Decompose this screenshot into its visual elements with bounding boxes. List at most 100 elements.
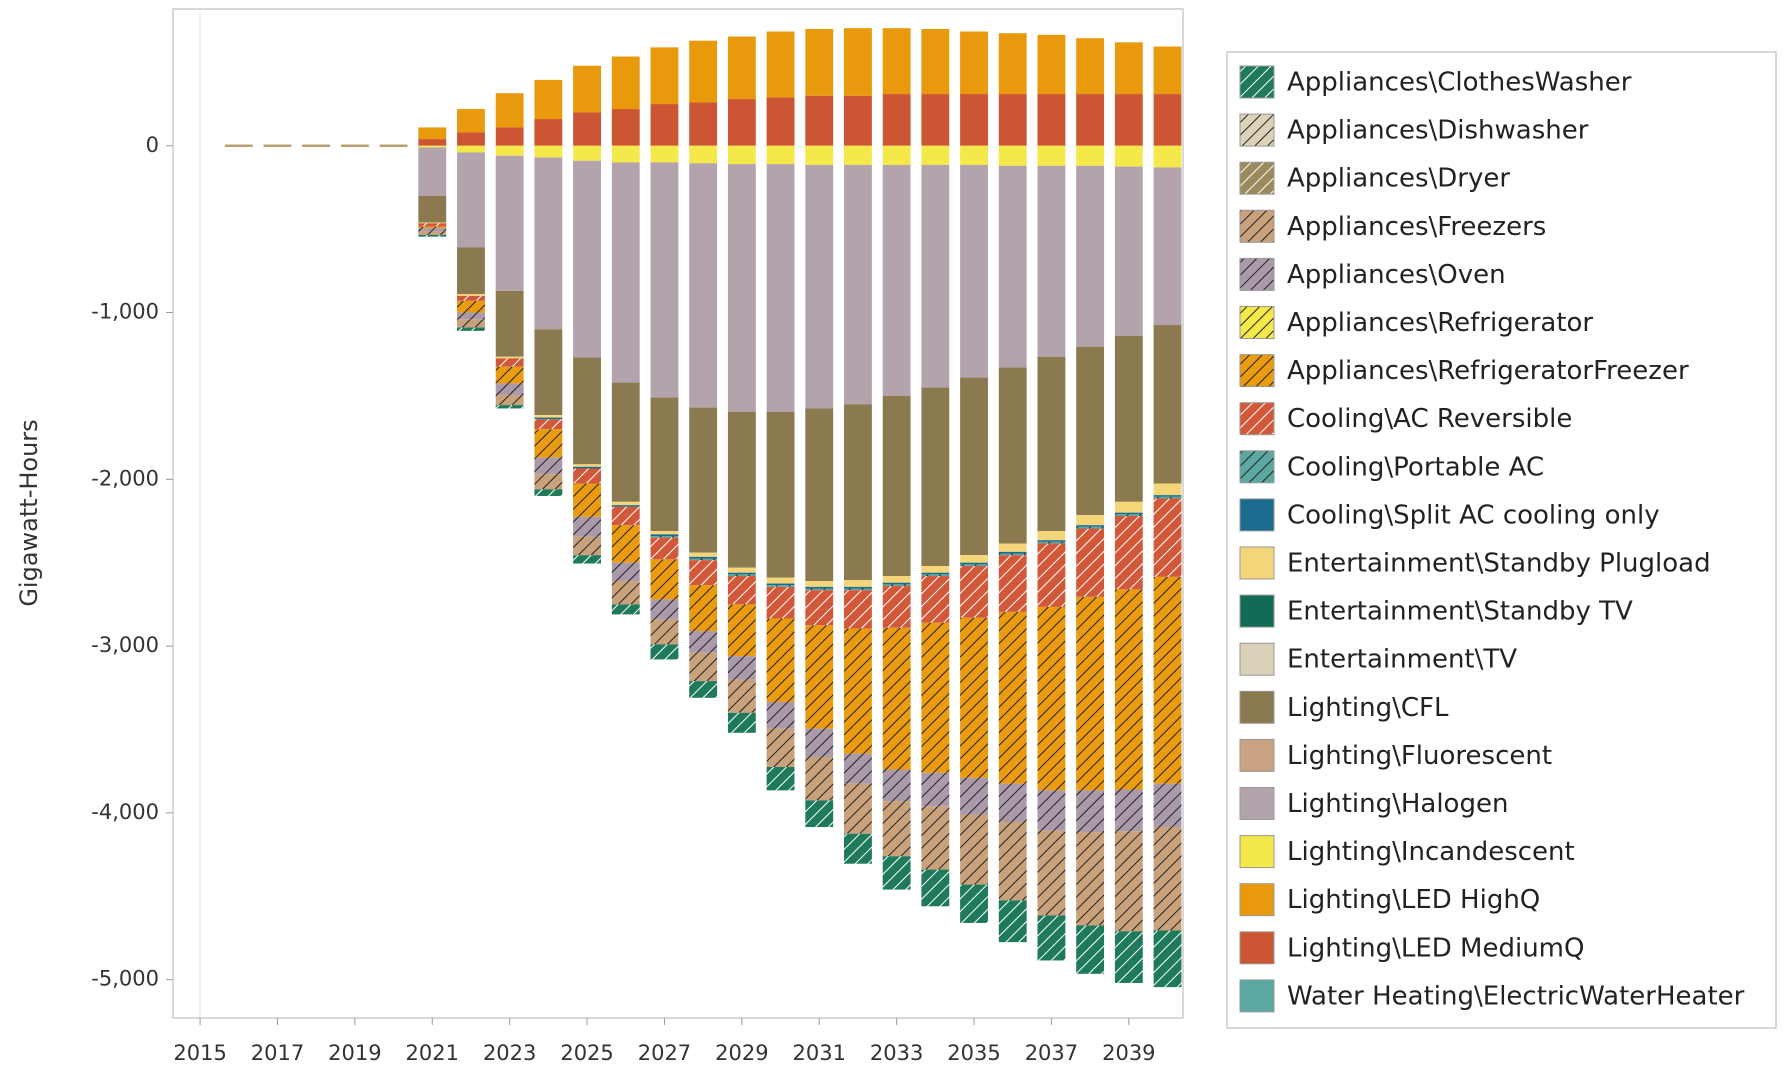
bar-segment	[495, 93, 524, 128]
bar-segment	[418, 147, 447, 196]
bar-segment	[573, 555, 601, 564]
bar-segment	[998, 145, 1027, 166]
bar-segment	[1037, 94, 1066, 146]
bar-segment	[1114, 789, 1143, 832]
legend-swatch	[1239, 546, 1275, 580]
bar-segment	[573, 160, 601, 358]
legend-swatch	[1239, 498, 1275, 532]
bar-segment	[495, 290, 524, 357]
bar-segment	[573, 466, 601, 469]
bar-segment	[1037, 540, 1066, 542]
bar-segment	[534, 157, 563, 330]
bar-segment	[573, 65, 601, 113]
bar-segment	[650, 619, 679, 645]
bar-segment	[495, 127, 524, 146]
y-tick-label: 0	[146, 133, 159, 157]
bar-segment	[689, 681, 718, 698]
bar-segment	[418, 139, 447, 146]
bar-segment	[960, 617, 988, 778]
bar-segment	[1153, 46, 1182, 95]
bar-segment	[611, 109, 640, 146]
bar-segment	[650, 644, 679, 660]
legend-swatch	[1239, 835, 1275, 869]
bar-segment	[960, 564, 988, 567]
bar-segment	[1114, 94, 1143, 146]
bar-segment	[1114, 166, 1143, 336]
x-tick-label: 2039	[1102, 1041, 1155, 1065]
bar-segment	[689, 102, 718, 146]
bar-segment	[960, 814, 988, 885]
bar-segment	[727, 36, 756, 100]
bar-segment	[534, 329, 563, 416]
bar-segment	[650, 47, 679, 105]
bar-segment	[534, 429, 563, 458]
bar-segment	[1037, 531, 1066, 541]
x-tick-label: 2025	[560, 1041, 613, 1065]
bar-segment	[1114, 145, 1143, 167]
bar-segment	[611, 505, 640, 507]
bar-segment	[689, 40, 718, 103]
bar-segment	[689, 407, 718, 553]
y-tick-label: -1,000	[91, 300, 159, 324]
bar-segment	[573, 483, 601, 517]
bar-segment	[1076, 790, 1105, 833]
bar-segment	[457, 327, 485, 331]
bar-segment	[457, 132, 485, 146]
bar-segment	[921, 164, 950, 388]
bar-segment	[1076, 925, 1105, 974]
bar-segment	[882, 576, 911, 583]
bar-segment	[805, 145, 834, 165]
bar-segment	[921, 574, 950, 577]
legend-swatch	[1239, 257, 1275, 291]
legend-label: Lighting\CFL	[1287, 693, 1449, 723]
bar-segment	[960, 164, 988, 378]
bar-segment	[882, 769, 911, 802]
bar-segment	[418, 231, 447, 235]
plot-frame	[172, 8, 1184, 1019]
legend-label: Entertainment\Standby TV	[1287, 597, 1633, 627]
bar-segment	[1153, 930, 1182, 988]
bar-segment	[611, 162, 640, 383]
bar-segment	[495, 395, 524, 406]
legend-label: Cooling\Split AC cooling only	[1287, 500, 1660, 530]
legend-swatch	[1239, 113, 1275, 147]
bar-segment	[650, 534, 679, 537]
bar-segment	[1076, 528, 1105, 597]
bar-segment	[805, 164, 834, 409]
bar-segment	[611, 604, 640, 615]
bar-segment	[1114, 516, 1143, 590]
bar-segment	[1076, 525, 1105, 527]
bar-segment	[998, 611, 1027, 784]
bar-segment	[418, 234, 447, 237]
bar-segment	[573, 357, 601, 465]
bar-segment	[766, 585, 795, 587]
bar-segment	[611, 145, 640, 163]
bar-segment	[805, 590, 834, 626]
bar-segment	[766, 618, 795, 702]
legend-swatch	[1239, 306, 1275, 339]
bar-segment	[727, 99, 756, 146]
legend-label: Entertainment\TV	[1287, 645, 1517, 675]
bar-segment	[1076, 165, 1105, 347]
x-tick-label: 2021	[406, 1041, 459, 1065]
bar-segment	[882, 584, 911, 587]
bar-segment	[1037, 606, 1066, 791]
bar-segment	[921, 622, 950, 773]
bar-segment	[882, 627, 911, 770]
bar-segment	[960, 377, 988, 556]
legend-label: Cooling\Portable AC	[1287, 452, 1544, 482]
legend-label: Lighting\Halogen	[1287, 789, 1508, 819]
bar-segment	[1153, 827, 1182, 931]
bar-segment	[689, 558, 718, 561]
bar-segment	[457, 294, 485, 296]
bar-segment	[1037, 34, 1066, 95]
legend-swatch	[1239, 883, 1275, 917]
bar-segment	[921, 869, 950, 907]
bar-segment	[998, 553, 1027, 556]
bar-segment	[844, 95, 872, 146]
bar-segment	[882, 28, 911, 95]
legend-label: Lighting\Incandescent	[1287, 837, 1575, 867]
bar-segment	[805, 625, 834, 729]
legend-label: Appliances\RefrigeratorFreezer	[1287, 356, 1689, 386]
bar-segment	[457, 247, 485, 295]
